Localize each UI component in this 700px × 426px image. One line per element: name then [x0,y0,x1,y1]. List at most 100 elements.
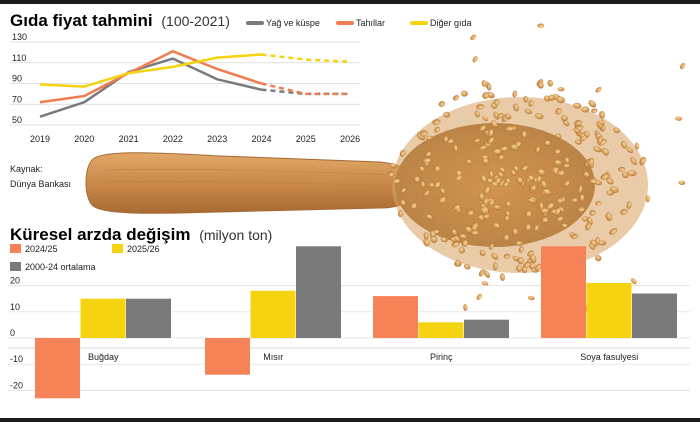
wheat-grain [478,269,485,277]
bar-chart-y-tick: 10 [10,302,20,312]
wheat-grain [513,165,519,173]
wheat-grain [470,229,479,235]
food-price-forecast-chart: Gıda fiyat tahmini (100-2021) Yağ ve küs… [10,11,472,189]
line-chart-x-tick: 2023 [207,134,227,144]
bar-chart-y-tick: 20 [10,276,20,286]
wheat-grain [481,79,487,87]
wheat-grain [490,103,498,109]
wheat-grain [537,168,546,176]
legend-swatch [112,244,123,253]
legend-label: 2025/26 [127,244,160,254]
wheat-grain [518,246,524,253]
wheat-grain [598,120,605,126]
wheat-grain [478,144,488,151]
wheat-grain [639,156,646,166]
line-series-forecast [261,53,351,63]
wheat-grain [476,293,483,300]
wheat-grain [505,200,511,208]
wheat-grain [423,189,430,197]
wheat-grain [622,172,629,179]
line-chart-y-tick: 110 [12,53,26,63]
wheat-grain [438,101,445,107]
wheat-grain [599,111,606,119]
wheat-grain [678,180,686,186]
wheat-grain [543,188,552,196]
wheat-grain [555,133,562,139]
wheat-grain [470,34,477,41]
wheat-grain [517,257,524,265]
wheat-grain [458,247,465,254]
wheat-grain [579,193,585,202]
bar-category-label: Pirinç [430,352,453,362]
wheat-grain [461,239,468,247]
source-name: Dünya Bankası [10,179,71,189]
wheat-grain [597,135,603,145]
wheat-grain [555,107,562,115]
wheat-grain [620,209,628,215]
wheat-grain [513,103,519,112]
wheat-grain [571,234,579,239]
wheat-grain [645,195,651,203]
wheat-grain [618,166,626,172]
legend-label: Diğer gıda [430,18,472,28]
global-supply-change-chart: Küresel arzda değişim (milyon ton) 2024/… [8,225,690,399]
wheat-grain [504,125,515,131]
wheat-grain [536,175,542,183]
wheat-grain [554,148,561,154]
wheat-grain [426,214,433,220]
wheat-grain [544,140,552,147]
wheat-grain [516,176,524,185]
wheat-grain [389,163,397,169]
line-series-actual [39,50,262,104]
wheat-grain [433,165,441,172]
legend-label: 2024/25 [25,244,58,254]
wheat-grain [563,163,571,169]
wheat-grain [466,159,473,165]
wheat-grain [561,223,569,229]
wheat-grain [493,148,503,155]
wheat-grain [481,207,487,214]
wheat-grain [594,255,602,262]
wheat-grain [478,192,485,201]
wheat-grain [493,222,501,230]
wheat-grain [453,144,458,153]
bar [250,290,296,338]
wheat-grain [527,174,535,182]
bar [126,298,171,338]
wheat-grain [571,197,579,204]
wheat-grain [541,216,549,223]
wheat-grain [410,202,417,210]
line-chart-y-axis: 130 110 90 70 50 [12,32,27,125]
wheat-grain [476,104,485,110]
wheat-grain [455,170,463,177]
wheat-grain [479,249,486,257]
wheat-grain [440,236,448,243]
wheat-grain [420,181,426,188]
wheat-grain [487,128,494,138]
wheat-grain [503,214,510,222]
wheat-grain [454,259,460,267]
wheat-grain [595,87,602,93]
line-series-forecast [261,82,351,96]
wheat-grain [460,90,468,97]
wheat-grain [512,90,518,98]
wheat-grain [595,201,602,206]
line-chart-y-tick: 90 [12,74,22,84]
line-chart-x-axis: 2019 2020 2021 2022 2023 2024 2025 2026 [30,134,360,144]
wheat-grain [510,144,519,151]
wheat-grain [679,62,686,70]
wheat-grain [627,170,637,177]
wheat-grain [606,190,614,196]
wheat-grain [443,135,449,143]
wheat-spoon-photo [85,23,686,312]
wheat-grain [400,187,407,194]
wheat-grain [552,168,559,175]
wheat-grain [419,166,425,173]
wheat-grain [521,130,527,139]
line-chart-x-tick: 2021 [119,134,139,144]
wheat-grain [573,128,581,134]
line-chart-series [39,50,351,118]
wheat-grain [488,199,494,206]
top-rule [0,0,700,4]
